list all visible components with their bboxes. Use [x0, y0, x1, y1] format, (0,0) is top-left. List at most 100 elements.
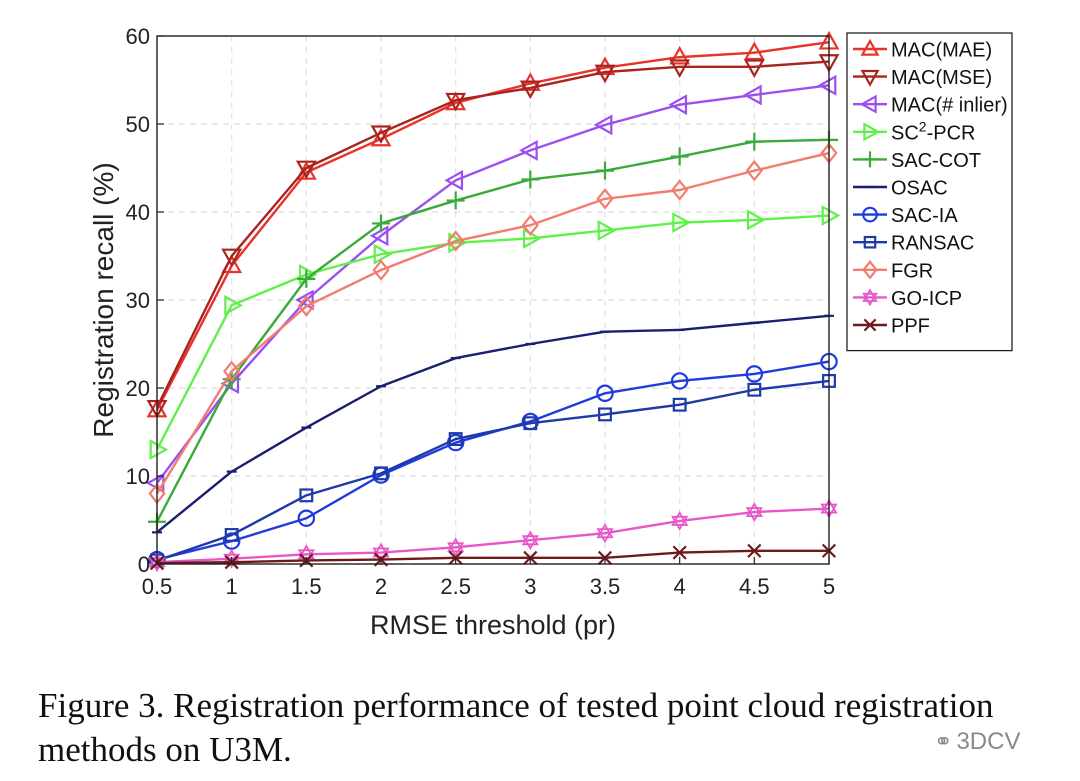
x-tick-label: 4: [674, 574, 686, 599]
wechat-icon: ⚭: [934, 729, 953, 754]
legend-marker: [863, 235, 877, 249]
data-point-marker: [370, 127, 392, 147]
data-point-marker: [670, 147, 689, 166]
data-point-marker: [370, 125, 392, 145]
series-line: [156, 314, 830, 534]
legend-label-rest: -PCR: [927, 122, 976, 144]
data-point-marker: [743, 59, 765, 79]
marker-part: [447, 537, 465, 553]
legend-marker: [862, 288, 878, 307]
data-point-marker: [746, 209, 766, 231]
series-line: [156, 549, 829, 565]
data-point-marker: [598, 407, 612, 422]
legend-label: PPF: [891, 316, 930, 338]
data-point-marker: [745, 502, 763, 522]
series-line: [155, 60, 830, 408]
legend-label: FGR: [891, 260, 933, 282]
marker-part: [862, 288, 878, 302]
data-point-marker: [817, 74, 837, 96]
y-tick-label: 20: [126, 376, 150, 401]
data-point-marker: [519, 80, 541, 100]
data-point-marker: [745, 159, 763, 182]
legend-label: SAC-COT: [891, 150, 981, 172]
y-tick-label: 0: [138, 552, 150, 577]
legend-entry: MAC(MSE): [853, 67, 992, 89]
marker-part: [671, 515, 689, 531]
data-point-marker: [369, 225, 389, 247]
data-point-marker: [596, 161, 614, 180]
data-point-marker: [669, 45, 691, 65]
data-point-marker: [446, 191, 465, 210]
data-point-marker: [444, 169, 464, 191]
data-point-marker: [224, 528, 239, 542]
data-point-marker: [447, 537, 465, 558]
data-point-marker: [672, 545, 687, 560]
data-point-marker: [372, 214, 390, 233]
data-point-marker: [445, 92, 467, 112]
data-point-marker: [743, 41, 765, 61]
x-tick-label: 3.5: [590, 574, 621, 599]
legend-label: MAC(MAE): [891, 40, 992, 62]
data-point-marker: [295, 160, 317, 180]
data-point-marker: [745, 365, 764, 383]
legend: MAC(MAE)MAC(MSE)MAC(# inlier)SC2-PCRSAC-…: [846, 32, 1013, 352]
data-point-marker: [297, 509, 316, 527]
x-tick-label: 2: [375, 574, 387, 599]
data-point-marker: [593, 114, 613, 136]
x-tick-label: 4.5: [739, 574, 770, 599]
legend-entry: PPF: [853, 316, 930, 338]
data-point-marker: [295, 289, 314, 311]
data-point-marker: [521, 170, 540, 189]
data-point-marker: [596, 384, 614, 403]
data-point-marker: [669, 59, 691, 79]
marker-part: [447, 542, 465, 558]
data-point-marker: [447, 230, 465, 252]
legend-entry: SAC-IA: [853, 205, 958, 227]
y-tick-label: 40: [126, 200, 150, 225]
y-tick-label: 50: [126, 112, 150, 137]
data-point-marker: [299, 488, 314, 503]
x-tick-label: 5: [823, 574, 835, 599]
data-point-marker: [297, 269, 316, 288]
legend-entry: SC2-PCR: [853, 118, 975, 144]
legend-marker: [859, 94, 877, 114]
x-tick-label: 3: [524, 574, 536, 599]
data-point-marker: [594, 64, 616, 84]
data-point-marker: [448, 432, 463, 446]
y-tick-label: 60: [126, 24, 150, 49]
legend-marker: [860, 69, 880, 87]
marker-part: [862, 292, 878, 307]
legend-label: GO-ICP: [891, 288, 962, 310]
series-line: [156, 379, 830, 562]
data-point-marker: [222, 532, 241, 550]
data-point-marker: [672, 212, 691, 233]
legend-entry: GO-ICP: [853, 288, 962, 310]
data-point-marker: [671, 510, 689, 531]
legend-entry: FGR: [853, 260, 933, 282]
legend-marker: [862, 151, 878, 168]
data-point-marker: [373, 243, 393, 265]
data-point-marker: [521, 214, 539, 236]
data-point-marker: [223, 360, 241, 383]
data-point-marker: [747, 543, 762, 558]
data-point-marker: [596, 188, 614, 210]
marker-part: [521, 530, 539, 546]
data-point-marker: [672, 397, 687, 412]
legend-label: SAC-IA: [891, 205, 958, 227]
data-point-marker: [519, 139, 538, 161]
legend-entry: OSAC: [853, 178, 948, 200]
data-point-marker: [149, 439, 169, 461]
series-layer: [145, 30, 841, 573]
legend-label-sup: 2: [919, 118, 927, 134]
data-point-marker: [597, 220, 617, 241]
data-point-marker: [372, 259, 390, 281]
data-point-marker: [671, 179, 689, 201]
x-tick-label: 0.5: [142, 574, 173, 599]
marker-part: [745, 502, 763, 518]
watermark-text: 3DCV: [956, 728, 1021, 755]
data-point-marker: [523, 416, 538, 431]
marker-part: [745, 507, 763, 522]
series-line: [156, 84, 830, 484]
legend-label-base: SC: [891, 122, 919, 144]
